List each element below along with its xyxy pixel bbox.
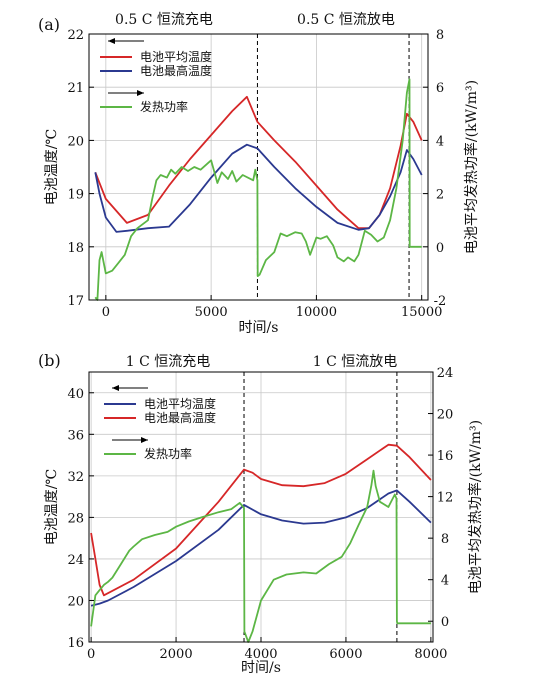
phase-label-discharge: 1 C 恒流放电	[313, 354, 398, 370]
y-tick-label: 22	[67, 28, 84, 43]
legend-label-1: 电池平均温度	[144, 396, 216, 411]
y2-tick-label: -2	[434, 294, 447, 309]
y2-tick-label: 12	[437, 491, 454, 506]
y2-tick-label: 0	[436, 241, 444, 256]
series-line-3	[94, 78, 422, 301]
series-line-1	[94, 95, 423, 230]
x-axis-label: 时间/s	[241, 660, 281, 676]
panel-label: (a)	[38, 15, 60, 34]
x-tick-label: 2000	[160, 647, 193, 662]
y2-tick-label: 4	[436, 134, 444, 149]
y2-tick-label: 20	[437, 408, 454, 423]
legend-arrow-right-head	[141, 437, 148, 443]
y2-axis-label: 电池平均发热功率/(kW/m³)	[463, 80, 480, 254]
legend-label-2: 电池最高温度	[140, 63, 212, 78]
y-tick-label: 18	[67, 241, 84, 256]
phase-label-charge: 1 C 恒流充电	[126, 354, 211, 370]
y-tick-label: 16	[67, 636, 84, 651]
y-tick-label: 19	[67, 188, 84, 203]
x-tick-label: 0	[87, 647, 95, 662]
x-tick-label: 6000	[329, 647, 362, 662]
legend-arrow-left-head	[108, 38, 115, 44]
x-tick-label: 15000	[401, 305, 442, 320]
series-line-2	[94, 143, 423, 233]
y-tick-label: 32	[67, 470, 84, 485]
phase-label-discharge: 0.5 C 恒流放电	[297, 12, 395, 28]
y-tick-label: 17	[67, 294, 84, 309]
legend-arrow-right-head	[137, 90, 144, 96]
chart-panel-b: 0 2000 4000 6000 8000 16 20 24 28 32 36 40 0 4 8 12 16 20…	[38, 351, 484, 676]
plot-frame	[88, 33, 429, 301]
panel-label: (b)	[38, 351, 61, 370]
y-tick-label: 21	[67, 81, 84, 96]
legend-arrow-left-head	[112, 385, 119, 391]
legend-label-3: 发热功率	[140, 99, 188, 114]
series-line-3	[90, 469, 431, 643]
y2-tick-label: 0	[441, 615, 449, 630]
x-tick-label: 0	[102, 305, 110, 320]
y-tick-label: 24	[67, 553, 84, 568]
y-tick-label: 20	[67, 134, 84, 149]
y-tick-label: 20	[67, 594, 84, 609]
y2-tick-label: 24	[437, 366, 454, 381]
x-tick-label: 5000	[195, 305, 228, 320]
legend-label-1: 电池平均温度	[140, 49, 212, 64]
y2-tick-label: 4	[441, 574, 449, 589]
phase-label-charge: 0.5 C 恒流充电	[115, 12, 213, 28]
legend-label-2: 电池最高温度	[144, 410, 216, 425]
y-axis-label: 电池温度/℃	[44, 469, 60, 545]
y-tick-label: 28	[67, 511, 84, 526]
series-line-1	[90, 489, 432, 607]
legend-label-3: 发热功率	[144, 446, 192, 461]
y2-tick-label: 2	[436, 188, 444, 203]
y-tick-label: 40	[67, 387, 84, 402]
x-axis-label: 时间/s	[239, 320, 279, 336]
y2-tick-label: 16	[437, 449, 454, 464]
y2-tick-label: 6	[436, 81, 444, 96]
x-tick-label: 8000	[414, 647, 447, 662]
x-tick-label: 4000	[244, 647, 277, 662]
x-tick-label: 10000	[296, 305, 337, 320]
y-axis-label: 电池温度/℃	[44, 129, 60, 205]
y-tick-label: 36	[67, 428, 84, 443]
y2-tick-label: 8	[436, 28, 444, 43]
series-line-2	[90, 443, 432, 597]
chart-panel-a: 0 5000 10000 15000 17 18 19 20 21 22 -2 0 2 4 6 8 (a) 0.5…	[38, 12, 480, 336]
y2-tick-label: 8	[441, 532, 449, 547]
y2-axis-label: 电池平均发热功率/(kW/m³)	[467, 420, 484, 594]
